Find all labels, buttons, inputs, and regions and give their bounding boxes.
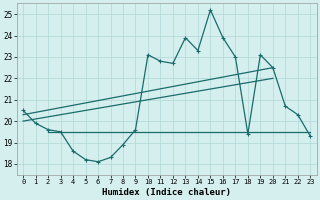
X-axis label: Humidex (Indice chaleur): Humidex (Indice chaleur) [102, 188, 231, 197]
